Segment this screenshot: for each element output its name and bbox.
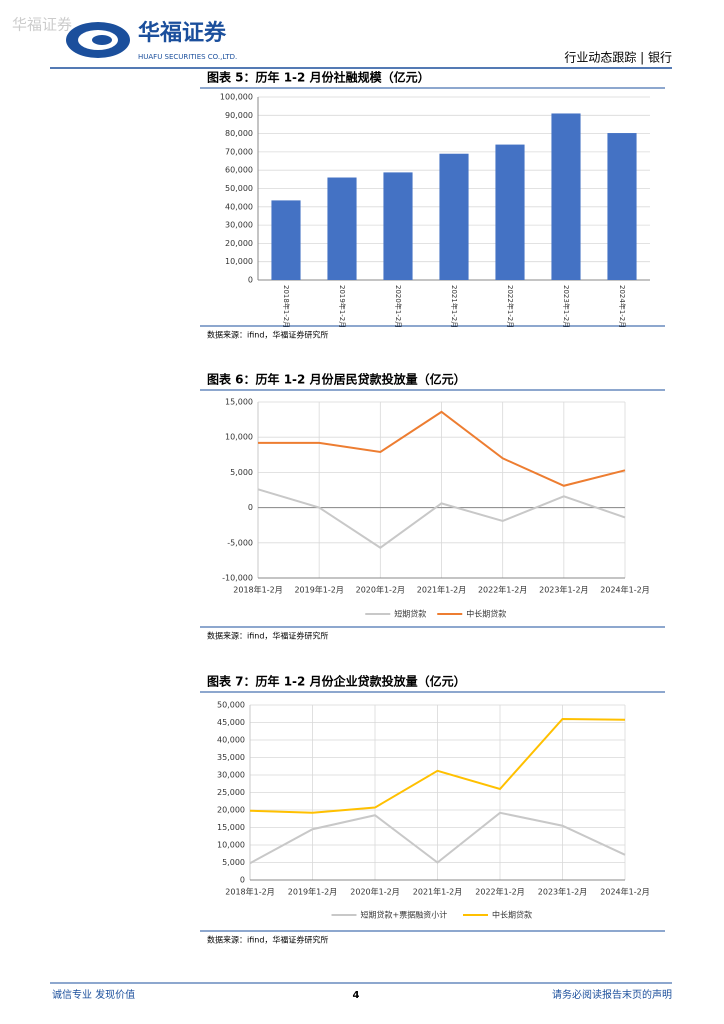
chart-title: 图表 6：历年 1-2 月份居民贷款投放量（亿元） [207, 372, 466, 387]
x-tick-label: 2019年1-2月 [288, 887, 337, 897]
y-tick-label: 10,000 [225, 257, 253, 266]
x-tick-label: 2024年1-2月 [600, 585, 649, 595]
x-tick-label: 2021年1-2月 [417, 585, 466, 595]
x-tick-label: 2019年1-2月 [294, 585, 343, 595]
y-tick-label: 40,000 [217, 736, 245, 745]
logo [66, 22, 130, 58]
x-tick-label: 2024年1-2月 [618, 285, 627, 328]
y-tick-label: 5,000 [230, 468, 253, 477]
watermark: 华福证券 [12, 16, 72, 34]
y-tick-label: 45,000 [217, 718, 245, 727]
line-series [249, 717, 626, 814]
y-tick-label: 30,000 [217, 771, 245, 780]
line-series [249, 811, 626, 865]
source: 数据来源：ifind，华福证券研究所 [207, 330, 328, 340]
y-tick-label: 90,000 [225, 111, 253, 120]
y-tick-label: 40,000 [225, 202, 253, 211]
chart-title: 图表 5：历年 1-2 月份社融规模（亿元） [207, 70, 430, 85]
y-tick-label: 20,000 [217, 806, 245, 815]
section: 行业动态跟踪 | 银行 [564, 51, 672, 65]
x-tick-label: 2022年1-2月 [475, 887, 524, 897]
x-tick-label: 2024年1-2月 [600, 887, 649, 897]
x-tick-label: 2022年1-2月 [478, 585, 527, 595]
x-tick-label: 2018年1-2月 [225, 887, 274, 897]
y-tick-label: 50,000 [225, 184, 253, 193]
y-tick-label: 15,000 [217, 823, 245, 832]
y-tick-label: 5,000 [222, 858, 245, 867]
x-tick-label: 2019年1-2月 [338, 285, 347, 328]
legend-label: 短期贷款+票据融资小计 [361, 910, 448, 920]
x-tick-label: 2020年1-2月 [356, 585, 405, 595]
x-tick-label: 2020年1-2月 [394, 285, 403, 328]
x-tick-label: 2022年1-2月 [506, 285, 515, 328]
y-tick-label: 50,000 [217, 701, 245, 710]
x-tick-label: 2023年1-2月 [538, 887, 587, 897]
y-tick-label: 80,000 [225, 129, 253, 138]
x-tick-label: 2018年1-2月 [282, 285, 291, 328]
legend-label: 中长期贷款 [466, 609, 506, 619]
x-tick-label: 2021年1-2月 [413, 887, 462, 897]
y-tick-label: 70,000 [225, 147, 253, 156]
bar [383, 172, 413, 280]
x-tick-label: 2018年1-2月 [233, 585, 282, 595]
notice: 请务必阅读报告末页的声明 [552, 988, 672, 1001]
y-tick-label: 10,000 [217, 841, 245, 850]
line-series [257, 488, 626, 549]
bar [271, 200, 301, 280]
legend-label: 短期贷款 [394, 609, 426, 619]
y-tick-label: 10,000 [225, 433, 253, 442]
chart-title: 图表 7：历年 1-2 月份企业贷款投放量（亿元） [207, 674, 466, 689]
logo-en: HUAFU SECURITIES CO.,LTD. [138, 53, 237, 61]
source: 数据来源：ifind，华福证券研究所 [207, 631, 328, 641]
y-tick-label: 25,000 [217, 788, 245, 797]
bar [551, 113, 581, 280]
y-tick-label: 30,000 [225, 221, 253, 230]
y-tick-label: -10,000 [222, 574, 253, 583]
motto: 诚信专业 发现价值 [52, 988, 135, 1001]
x-tick-label: 2020年1-2月 [350, 887, 399, 897]
y-tick-label: 35,000 [217, 753, 245, 762]
x-tick-label: 2023年1-2月 [562, 285, 571, 328]
line-series [258, 410, 626, 487]
x-tick-label: 2021年1-2月 [450, 285, 459, 328]
x-tick-label: 2023年1-2月 [539, 585, 588, 595]
y-tick-label: -5,000 [227, 538, 253, 547]
y-tick-label: 0 [248, 276, 253, 285]
y-tick-label: 100,000 [220, 93, 253, 102]
bar [327, 177, 357, 280]
source: 数据来源：ifind，华福证券研究所 [207, 935, 328, 945]
y-tick-label: 0 [248, 503, 253, 512]
y-tick-label: 60,000 [225, 166, 253, 175]
legend-label: 中长期贷款 [492, 910, 532, 920]
page-number: 4 [353, 990, 360, 1001]
y-tick-label: 0 [240, 876, 245, 885]
y-tick-label: 20,000 [225, 239, 253, 248]
logo-cn: 华福证券 [138, 20, 227, 46]
bar [439, 153, 469, 280]
bar [607, 133, 637, 280]
y-tick-label: 15,000 [225, 398, 253, 407]
bar [495, 144, 525, 280]
